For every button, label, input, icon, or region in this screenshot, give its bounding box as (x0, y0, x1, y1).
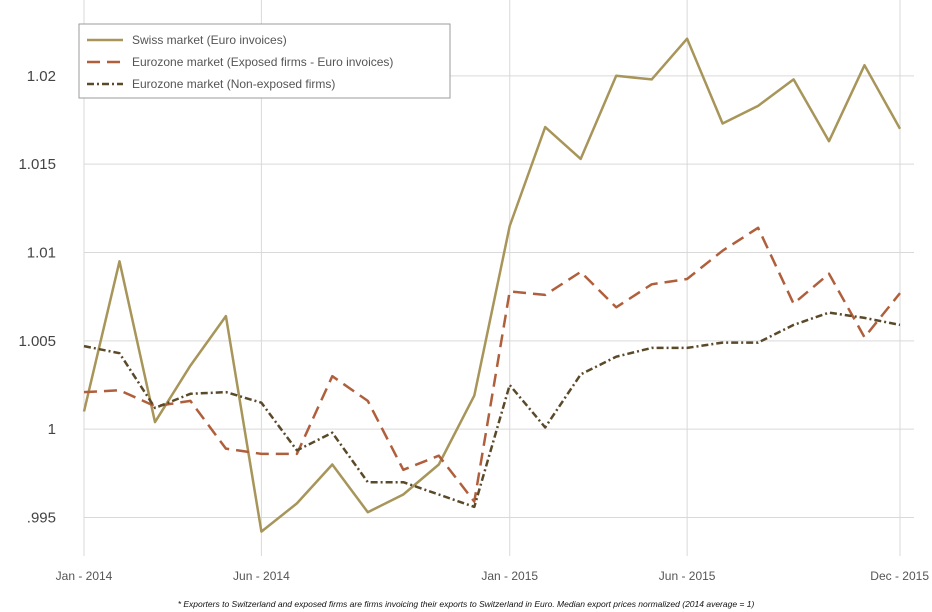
y-tick-label: .995 (27, 510, 56, 527)
legend-label-eurozone-exposed: Eurozone market (Exposed firms - Euro in… (132, 55, 393, 69)
legend: Swiss market (Euro invoices) Eurozone ma… (78, 23, 451, 99)
chart-footnote: * Exporters to Switzerland and exposed f… (178, 599, 755, 609)
series-lines (82, 37, 902, 533)
legend-label-swiss: Swiss market (Euro invoices) (132, 33, 287, 47)
y-tick-label: 1.01 (27, 245, 56, 262)
y-tick-label: 1 (48, 421, 56, 438)
series-line-eurozone-nonexposed (83, 311, 901, 509)
x-axis: Jan - 2014 Jun - 2014 Jan - 2015 Jun - 2015… (56, 569, 930, 583)
y-tick-label: 1.02 (27, 68, 56, 85)
x-tick-label: Dec - 2015 (870, 569, 929, 583)
y-axis: .995 1 1.005 1.01 1.015 1.02 (18, 68, 56, 527)
x-tick-label: Jun - 2014 (233, 569, 290, 583)
x-tick-label: Jun - 2015 (659, 569, 716, 583)
x-tick-label: Jan - 2015 (481, 569, 538, 583)
legend-entry-swiss: Swiss market (Euro invoices) (87, 33, 287, 47)
legend-entry-eurozone-exposed: Eurozone market (Exposed firms - Euro in… (87, 55, 393, 69)
y-gridlines (84, 75, 914, 518)
series-line-swiss (82, 37, 902, 533)
legend-label-eurozone-nonexposed: Eurozone market (Non-exposed firms) (132, 77, 335, 91)
y-tick-label: 1.015 (18, 156, 56, 173)
legend-box (78, 23, 451, 99)
series-line-eurozone-exposed (83, 226, 901, 503)
y-tick-label: 1.005 (18, 333, 56, 350)
x-tick-label: Jan - 2014 (56, 569, 113, 583)
legend-entry-eurozone-nonexposed: Eurozone market (Non-exposed firms) (87, 77, 335, 91)
